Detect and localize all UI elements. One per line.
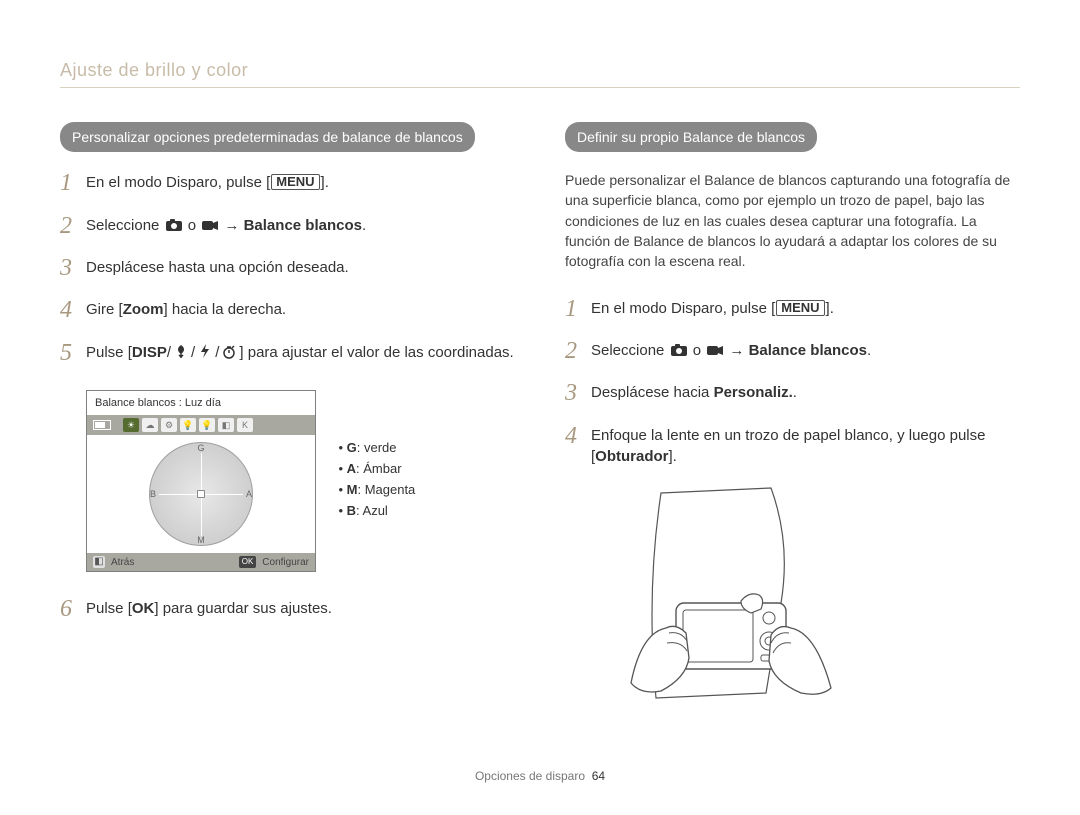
- step-number: 6: [60, 596, 86, 622]
- lcd-title: Balance blancos : Luz día: [87, 391, 315, 415]
- configure-label: Configurar: [262, 557, 309, 568]
- wb-option-icon: ◧: [218, 418, 234, 432]
- page-footer: Opciones de disparo 64: [0, 769, 1080, 783]
- left-step-4: 4 Gire [Zoom] hacia la derecha.: [60, 297, 515, 323]
- step-text: Desplácese hacia Personaliz..: [591, 380, 797, 403]
- lcd-dial-area: G M B A: [87, 435, 315, 553]
- step-number: 1: [60, 170, 86, 196]
- right-steps: 1 En el modo Disparo, pulse [MENU]. 2 Se…: [565, 296, 1020, 467]
- right-column: Definir su propio Balance de blancos Pue…: [565, 122, 1020, 713]
- left-section-header: Personalizar opciones predeterminadas de…: [60, 122, 475, 152]
- left-column: Personalizar opciones predeterminadas de…: [60, 122, 515, 713]
- menu-label-box: MENU: [776, 300, 824, 316]
- legend-item: M: Magenta: [338, 480, 415, 501]
- wb-option-icon: 💡: [180, 418, 196, 432]
- step-text: Enfoque la lente en un trozo de papel bl…: [591, 423, 1020, 467]
- lcd-screenshot: Balance blancos : Luz día ☀ ☁ ⚙ 💡 💡 ◧ K: [86, 390, 316, 572]
- camera-icon: [165, 217, 183, 233]
- flash-icon: [196, 343, 214, 359]
- legend-item: B: Azul: [338, 501, 415, 522]
- step-number: 1: [565, 296, 591, 322]
- step-number: 2: [565, 338, 591, 364]
- step-text: En el modo Disparo, pulse [MENU].: [86, 170, 329, 193]
- wb-option-icon: ⚙: [161, 418, 177, 432]
- step-number: 4: [565, 423, 591, 449]
- ok-icon: OK: [239, 556, 257, 568]
- left-step-1: 1 En el modo Disparo, pulse [MENU].: [60, 170, 515, 196]
- wb-dial: G M B A: [149, 442, 253, 546]
- step-text: En el modo Disparo, pulse [MENU].: [591, 296, 834, 319]
- dial-label-m: M: [197, 535, 205, 545]
- step-text: Pulse [OK] para guardar sus ajustes.: [86, 596, 332, 619]
- color-legend: G: verde A: Ámbar M: Magenta B: Azul: [338, 438, 415, 521]
- left-step-5: 5 Pulse [DISP///] para ajustar el valor …: [60, 340, 515, 366]
- right-step-2: 2 Seleccione o → Balance blancos.: [565, 338, 1020, 364]
- macro-icon: [172, 344, 190, 360]
- dial-label-b: B: [150, 489, 156, 499]
- hands-camera-illustration: [591, 483, 851, 713]
- content-columns: Personalizar opciones predeterminadas de…: [60, 122, 1020, 713]
- timer-icon: [220, 344, 238, 360]
- video-icon: [201, 217, 219, 233]
- screenshot-row: Balance blancos : Luz día ☀ ☁ ⚙ 💡 💡 ◧ K: [60, 382, 515, 584]
- step-number: 5: [60, 340, 86, 366]
- step-text: Pulse [DISP///] para ajustar el valor de…: [86, 340, 514, 363]
- step-number: 3: [60, 255, 86, 281]
- wb-option-icon: ☁: [142, 418, 158, 432]
- battery-icon: [93, 420, 111, 430]
- ok-label: OK: [132, 600, 155, 617]
- right-step-3: 3 Desplácese hacia Personaliz..: [565, 380, 1020, 406]
- step-number: 3: [565, 380, 591, 406]
- wb-option-icon: ☀: [123, 418, 139, 432]
- left-steps: 1 En el modo Disparo, pulse [MENU]. 2 Se…: [60, 170, 515, 366]
- footer-page-number: 64: [592, 769, 605, 783]
- right-step-1: 1 En el modo Disparo, pulse [MENU].: [565, 296, 1020, 322]
- left-step-3: 3 Desplácese hasta una opción deseada.: [60, 255, 515, 281]
- step-number: 2: [60, 213, 86, 239]
- lcd-footer: ◧ Atrás OK Configurar: [87, 553, 315, 571]
- video-icon: [706, 342, 724, 358]
- disp-label: DISP: [132, 344, 167, 361]
- left-step-2: 2 Seleccione o → Balance blancos.: [60, 213, 515, 239]
- lcd-icon-bar: ☀ ☁ ⚙ 💡 💡 ◧ K: [87, 415, 315, 435]
- step-text: Seleccione o → Balance blancos.: [591, 338, 871, 361]
- step-number: 4: [60, 297, 86, 323]
- step-text: Desplácese hasta una opción deseada.: [86, 255, 349, 278]
- step-text: Gire [Zoom] hacia la derecha.: [86, 297, 286, 320]
- camera-icon: [670, 342, 688, 358]
- step-text: Seleccione o → Balance blancos.: [86, 213, 366, 236]
- dial-label-g: G: [197, 443, 204, 453]
- right-intro: Puede personalizar el Balance de blancos…: [565, 170, 1020, 271]
- back-icon: ◧: [93, 556, 105, 568]
- back-label: Atrás: [111, 557, 134, 568]
- footer-section: Opciones de disparo: [475, 769, 585, 783]
- page-title: Ajuste de brillo y color: [60, 60, 1020, 88]
- right-step-4: 4 Enfoque la lente en un trozo de papel …: [565, 423, 1020, 467]
- dial-label-a: A: [246, 489, 252, 499]
- menu-label-box: MENU: [271, 174, 319, 190]
- legend-item: A: Ámbar: [338, 459, 415, 480]
- wb-option-icon: K: [237, 418, 253, 432]
- legend-item: G: verde: [338, 438, 415, 459]
- left-step-6: 6 Pulse [OK] para guardar sus ajustes.: [60, 596, 515, 622]
- left-steps-cont: 6 Pulse [OK] para guardar sus ajustes.: [60, 596, 515, 622]
- wb-option-icon: 💡: [199, 418, 215, 432]
- right-section-header: Definir su propio Balance de blancos: [565, 122, 817, 152]
